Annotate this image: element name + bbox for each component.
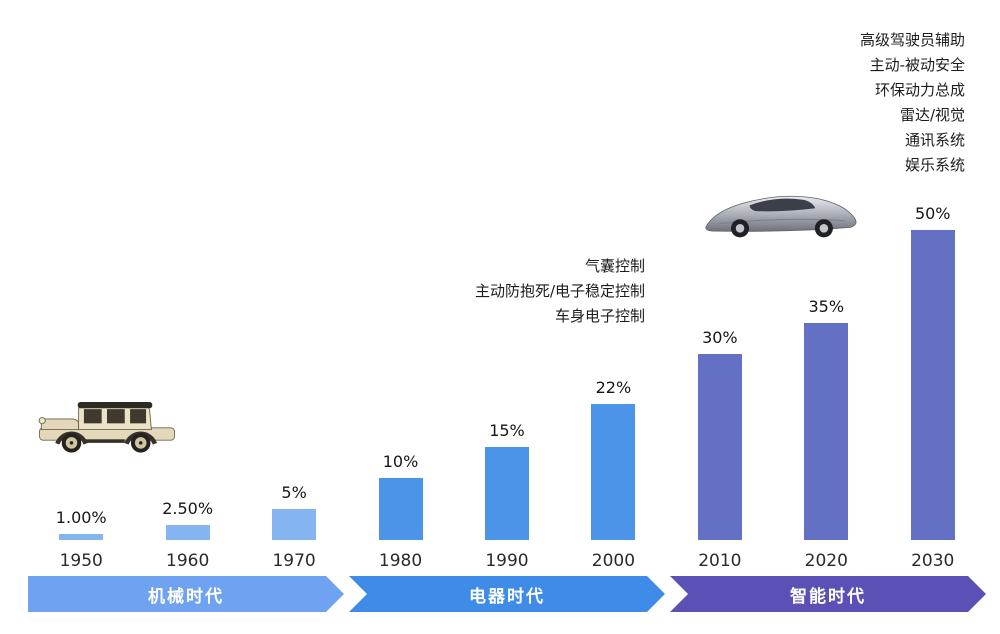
era-banner-label: 智能时代 [790, 586, 866, 607]
x-axis-label: 1970 [272, 551, 316, 571]
electrical-era-annotation: 气囊控制 主动防抱死/电子稳定控制 车身电子控制 [475, 254, 645, 329]
bar [591, 403, 636, 540]
annotation-line: 气囊控制 [584, 257, 645, 275]
x-axis-label: 1960 [166, 551, 210, 571]
era-banners: 机械时代 电器时代 智能时代 [28, 576, 986, 612]
bar [378, 478, 423, 540]
era-banner-label: 电器时代 [469, 586, 545, 607]
annotation-line: 娱乐系统 [904, 156, 965, 174]
annotation-line: 车身电子控制 [554, 307, 645, 325]
x-axis-label: 2020 [804, 551, 848, 571]
annotation-line: 雷达/视觉 [899, 106, 965, 124]
concept-car-image [705, 195, 857, 238]
bar-value-label: 5% [281, 483, 307, 502]
bar-value-label: 35% [808, 297, 845, 316]
annotation-line: 主动防抱死/电子稳定控制 [474, 282, 645, 300]
bar-value-label: 50% [914, 204, 951, 223]
bar-value-label: 1.00% [55, 507, 107, 527]
era-banner-3: 智能时代 [670, 576, 986, 612]
bar-value-label: 15% [489, 421, 525, 440]
era-banner-1: 机械时代 [28, 576, 344, 612]
bar [697, 354, 742, 540]
x-axis-label: 1990 [485, 551, 529, 571]
annotation-line: 环保动力总成 [874, 81, 965, 99]
bar-group-2000: 22% 2000 [560, 0, 666, 572]
bar-value-label: 30% [702, 328, 738, 347]
x-axis-label: 2010 [698, 551, 742, 571]
bar-group-1980: 10% 1980 [347, 0, 453, 572]
bar-value-label: 22% [595, 377, 632, 397]
bar [804, 323, 849, 540]
bar-group-1990: 15% 1990 [454, 0, 560, 572]
bar-chart: 1.00% 1950 2.50% 1960 5% 1970 10% 1980 15% 1990 22… [28, 0, 986, 572]
bar [484, 447, 529, 540]
x-axis-label: 1980 [378, 551, 423, 571]
bar-group-2020: 35% 2020 [773, 0, 879, 572]
annotation-line: 通讯系统 [904, 131, 965, 149]
bar-group-1960: 2.50% 1960 [134, 0, 240, 572]
bar-group-1950: 1.00% 1950 [28, 0, 134, 572]
x-axis-label: 2030 [911, 551, 955, 571]
vintage-car-image [38, 402, 175, 453]
x-axis-label: 1950 [59, 551, 103, 571]
bar-group-2030: 50% 2030 [880, 0, 986, 572]
bar-group-2010: 30% 2010 [667, 0, 773, 572]
bar-value-label: 10% [382, 452, 419, 471]
x-axis-label: 2000 [591, 551, 636, 571]
smart-era-annotation: 高级驾驶员辅助 主动-被动安全 环保动力总成 雷达/视觉 通讯系统 娱乐系统 [860, 28, 965, 178]
bar-group-1970: 5% 1970 [241, 0, 347, 572]
annotation-line: 主动-被动安全 [869, 56, 965, 74]
bar [59, 533, 104, 540]
bar-value-label: 2.50% [162, 498, 214, 518]
bar [910, 230, 955, 540]
era-banner-2: 电器时代 [349, 576, 665, 612]
bar [165, 524, 210, 540]
annotation-line: 高级驾驶员辅助 [859, 31, 965, 49]
bar [272, 509, 317, 540]
era-banner-label: 机械时代 [148, 586, 224, 607]
